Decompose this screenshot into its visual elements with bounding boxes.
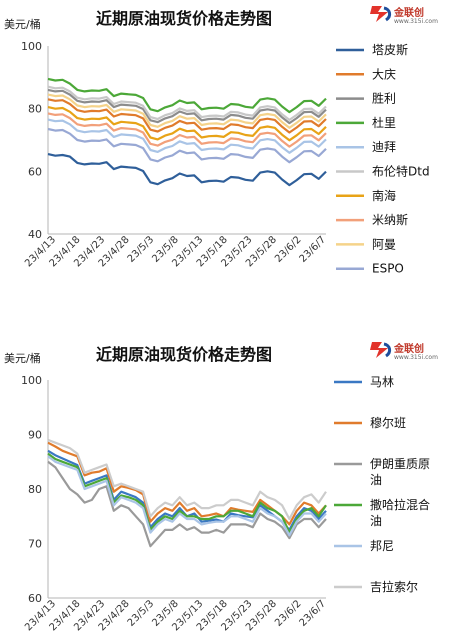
legend-label: 迪拜 (372, 140, 396, 154)
series-line-4 (47, 452, 327, 534)
y-tick-label: 80 (28, 103, 42, 116)
y-tick-label: 80 (28, 483, 42, 496)
logo-brand: 金联创 (393, 342, 424, 355)
chart-2-plot: 6070809010023/4/1323/4/1823/4/2323/4/282… (21, 374, 328, 633)
series-line-5 (47, 118, 327, 154)
legend-label: 吉拉索尔 (370, 579, 418, 594)
logo-mark-icon (370, 6, 388, 22)
series-line-7 (47, 106, 327, 142)
legend-label: 布伦特Dtd (372, 164, 430, 179)
chart-1-logo: 金联创 www.315i.com (370, 6, 438, 25)
legend-label: 南海 (372, 188, 396, 203)
legend-label: ESPO (372, 262, 404, 276)
y-tick-label: 100 (21, 40, 42, 53)
series-line-6 (47, 85, 327, 122)
logo-site: www.315i.com (394, 18, 438, 25)
legend-label: 米纳斯 (372, 213, 408, 227)
series-line-3 (47, 460, 327, 548)
chart-1-plot: 40608010023/4/1323/4/1823/4/2323/4/2823/… (21, 40, 328, 269)
series-line-3 (47, 88, 327, 125)
x-tick-label: 23/6/7 (298, 598, 329, 629)
series-line-10 (47, 127, 327, 164)
legend-label: 大庆 (372, 67, 396, 81)
chart-2-ylabel: 美元/桶 (4, 351, 41, 365)
series-line-2 (47, 98, 327, 134)
chart-2-svg: 美元/桶 近期原油现货价格走势图 金联创 www.315i.com 60 70 80… (4, 342, 438, 633)
x-tick-label: 23/5/3 (126, 598, 157, 629)
legend-label: 马林 (370, 375, 394, 389)
y-tick-label: 60 (28, 165, 42, 178)
x-tick-label: 23/5/3 (126, 234, 157, 265)
logo-swoosh-icon (383, 342, 392, 358)
legend-label: 穆尔班 (370, 415, 406, 430)
y-tick-label: 90 (28, 429, 42, 442)
legend-label: 阿曼 (372, 237, 396, 251)
x-tick-label: 23/6/2 (273, 598, 304, 629)
series-line-1 (47, 153, 327, 187)
chart-2-logo: 金联创 www.315i.com (370, 342, 438, 361)
legend-label: 胜利 (372, 91, 396, 106)
chart-1-ylabel: 美元/桶 (4, 17, 41, 31)
series-line-6 (47, 438, 327, 521)
chart-panel-2: 美元/桶 近期原油现货价格走势图 金联创 www.315i.com 60 70 80… (0, 336, 468, 634)
series-line-9 (47, 93, 327, 129)
series-line-5 (47, 455, 327, 537)
y-tick-label: 70 (28, 538, 42, 551)
chart-1-title: 近期原油现货价格走势图 (96, 9, 272, 28)
logo-swoosh-icon (383, 6, 392, 22)
x-tick-label: 23/6/2 (273, 234, 304, 265)
x-tick-label: 23/6/7 (298, 234, 329, 265)
legend-label: 邦尼 (370, 539, 394, 553)
chart-1-svg: 美元/桶 近期原油现货价格走势图 金联创 www.315i.com 40 60 80… (4, 6, 438, 276)
series-line-4 (47, 77, 327, 114)
logo-mark-icon (370, 342, 388, 358)
legend-label: 伊朗重质原油 (370, 457, 430, 487)
y-tick-label: 40 (28, 228, 42, 241)
legend-label: 杜里 (372, 115, 396, 130)
y-tick-label: 60 (28, 592, 42, 605)
logo-site: www.315i.com (394, 354, 438, 361)
chart-2-title: 近期原油现货价格走势图 (96, 345, 272, 364)
chart-panel-1: 美元/桶 近期原油现货价格走势图 金联创 www.315i.com 40 60 80… (0, 0, 468, 316)
y-tick-label: 100 (21, 374, 42, 387)
series-line-8 (47, 112, 327, 148)
legend-label: 塔皮斯 (372, 43, 408, 57)
logo-brand: 金联创 (393, 6, 424, 19)
legend-label: 撒哈拉混合油 (370, 497, 430, 528)
